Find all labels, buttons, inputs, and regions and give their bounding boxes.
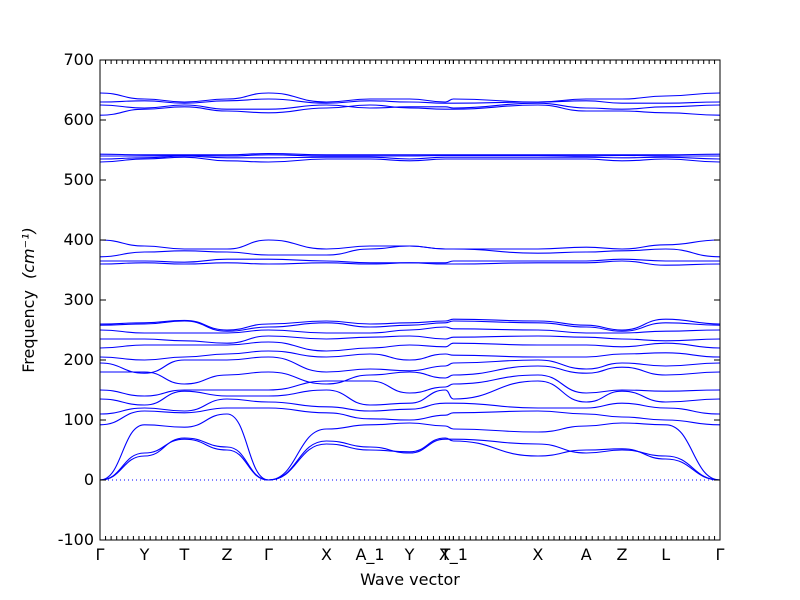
band-line-1 (99, 438, 721, 481)
y-tick-label: 0 (84, 470, 94, 489)
band-line-12 (100, 335, 721, 344)
y-tick-label: 400 (63, 230, 94, 249)
x-tick-label: A_1 (355, 545, 384, 565)
y-axis-label-unit: (cm⁻¹) (19, 227, 38, 279)
band-line-11 (99, 341, 721, 352)
x-tick-label: X (321, 545, 332, 564)
band-line-14 (99, 320, 721, 332)
band-line-3 (99, 413, 721, 481)
band-line-19 (99, 239, 721, 250)
band-line-2 (99, 437, 721, 481)
x-tick-label: Y (139, 545, 150, 564)
band-line-22 (99, 154, 720, 157)
band-line-24 (99, 104, 721, 116)
x-axis-label: Wave vector (360, 570, 460, 589)
x-tick-label: T (178, 545, 189, 564)
plot-frame (99, 59, 721, 541)
x-tick-label: Z (222, 545, 233, 564)
x-tick-label: A (581, 545, 592, 564)
band-line-21 (99, 155, 721, 160)
x-tick-label: X (532, 545, 543, 564)
x-tick-label: Γ (96, 545, 105, 564)
band-line-17 (100, 258, 720, 264)
band-line-25 (99, 102, 721, 110)
x-tick-label: Z (617, 545, 628, 564)
y-tick-label: -100 (58, 530, 94, 549)
y-axis-ticks: -100 0 100 200 300 400 500 600 700 (58, 50, 720, 549)
y-tick-label: 700 (63, 50, 94, 69)
band-line-4 (99, 407, 721, 426)
x-tick-label: T (440, 545, 451, 564)
x-tick-label: L (661, 545, 670, 564)
band-line-15 (99, 318, 721, 331)
x-tick-label: Y (404, 545, 415, 564)
x-tick-label: Γ (716, 545, 725, 564)
y-axis-label: Frequency (cm⁻¹) (19, 227, 38, 372)
x-axis-ticks: Γ Y T Z Γ X A_1 Y TX_1 X A Z L Γ (96, 60, 725, 565)
y-tick-label: 200 (63, 350, 94, 369)
band-line-8 (100, 365, 721, 385)
x-tick-label: X_1 (439, 545, 468, 565)
y-tick-label: 600 (63, 110, 94, 129)
band-line-5 (99, 398, 721, 415)
band-line-27 (99, 92, 721, 103)
band-line-20 (99, 156, 721, 163)
y-tick-label: 300 (63, 290, 94, 309)
band-line-13 (99, 326, 721, 334)
band-line-18 (99, 245, 721, 258)
y-tick-label: 500 (63, 170, 94, 189)
band-line-6 (99, 380, 721, 406)
band-line-23 (99, 153, 721, 156)
band-line-10 (99, 350, 721, 361)
x-tick-label: Γ (264, 545, 273, 564)
y-axis-label-text: Frequency (19, 290, 38, 373)
band-line-9 (99, 356, 721, 374)
band-line-26 (99, 98, 721, 104)
band-lines (99, 92, 721, 481)
y-tick-label: 100 (63, 410, 94, 429)
band-line-7 (99, 374, 721, 397)
